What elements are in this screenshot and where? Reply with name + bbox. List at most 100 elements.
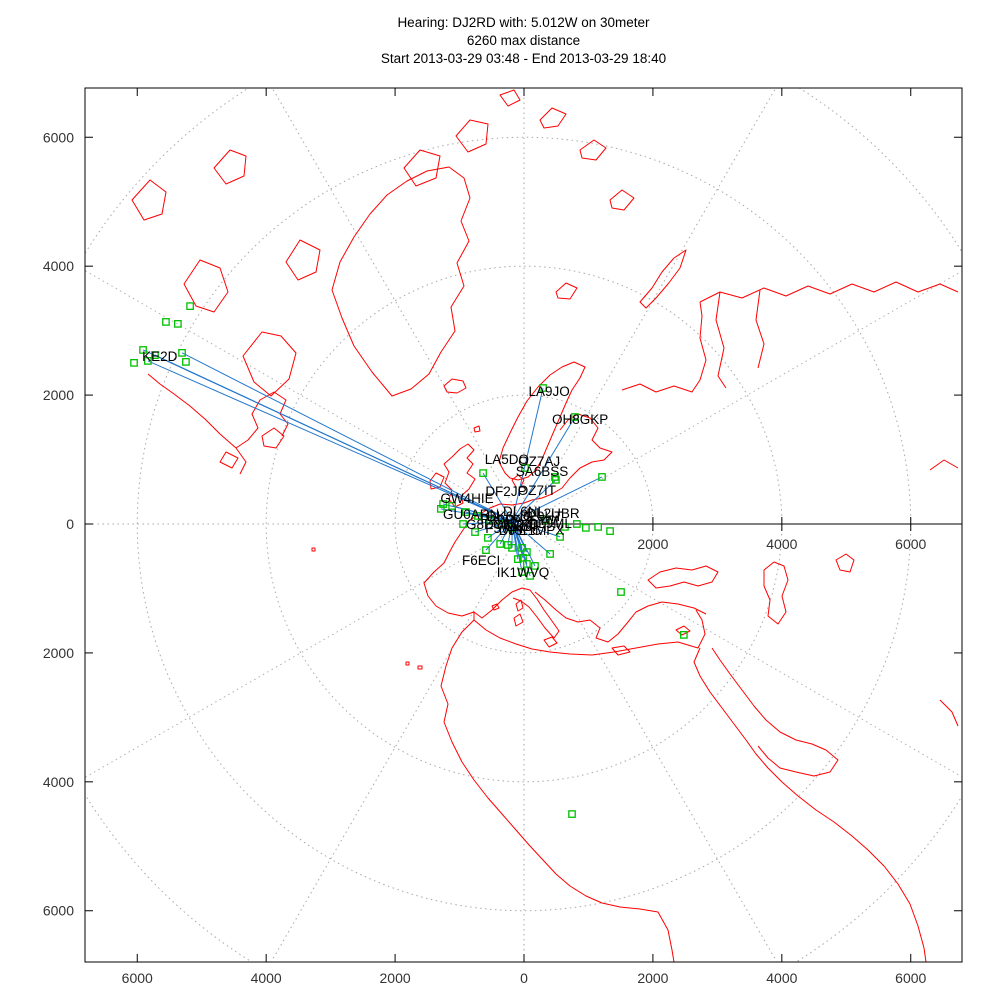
station-spot: [617, 588, 625, 596]
coastline-path: [405, 661, 410, 666]
station-spot: [182, 358, 190, 366]
station-spot: [479, 469, 487, 477]
coastline-path: [939, 699, 959, 727]
coastline-path: [261, 427, 285, 449]
station-label: PA3FYM: [506, 513, 559, 528]
station-label: OH8GKP: [552, 412, 608, 427]
station-spot: [573, 520, 581, 528]
coastline-path: [755, 289, 765, 369]
station-spot: [178, 349, 186, 357]
coastline-path: [699, 281, 959, 303]
grid-spoke: [523, 523, 962, 778]
station-spot: [439, 500, 447, 508]
station-spot: [568, 810, 576, 818]
coastline-path: [242, 331, 297, 397]
station-label: DL0HT: [520, 509, 563, 524]
coastline-path: [498, 361, 586, 481]
propagation-path: [511, 521, 523, 573]
station-spot: [139, 346, 147, 354]
station-spot: [496, 540, 505, 548]
propagation-path: [485, 520, 513, 551]
coastline-path: [131, 179, 167, 221]
station-label: KE2D: [142, 349, 178, 364]
coastline-path: [331, 166, 471, 397]
propagation-path: [511, 416, 576, 522]
station-spot: [436, 505, 445, 513]
coastline-path: [513, 613, 524, 627]
station-spot: [174, 320, 182, 328]
grid-spoke: [523, 88, 777, 525]
coastline-path: [515, 599, 524, 612]
propagation-path: [487, 520, 513, 539]
coastline-path: [534, 591, 707, 643]
station-spot: [519, 553, 527, 562]
coastline-path: [491, 603, 500, 611]
coastline-path: [929, 459, 959, 471]
coastline-path: [473, 609, 706, 656]
spots-layer: [130, 302, 688, 818]
station-spot: [523, 560, 531, 568]
axis-tick-label: 2000: [637, 970, 668, 986]
grid-spoke: [85, 269, 525, 525]
station-label: DF2JP: [485, 484, 526, 499]
station-spot: [498, 520, 506, 528]
station-spot: [582, 524, 590, 532]
propagation-path: [154, 354, 513, 522]
station-spot: [539, 384, 547, 392]
station-label: GU0ARN: [443, 507, 499, 522]
coastline-path: [675, 625, 691, 636]
coastline-path: [219, 451, 239, 469]
station-spot: [541, 516, 549, 524]
coastline-path: [693, 647, 927, 962]
station-spot: [518, 543, 526, 552]
station-spot: [561, 523, 569, 531]
station-label: DJ9PC: [499, 523, 542, 538]
axis-tick-label: 4000: [251, 970, 282, 986]
coastline-path: [443, 443, 476, 508]
inner-axis-tick-label: 4000: [766, 536, 797, 552]
coastline-path: [455, 119, 489, 153]
axis-tick-label: 6000: [43, 903, 74, 919]
coastline-path: [147, 373, 247, 475]
grid-spoke: [523, 523, 778, 962]
plot-title-line3: Start 2013-03-29 03:48 - End 2013-03-29 …: [380, 51, 667, 66]
axis-tick-label: 0: [520, 970, 528, 986]
coastline-path: [473, 425, 481, 433]
coastline-path: [539, 107, 567, 129]
coastline-path: [621, 301, 707, 393]
station-spot: [471, 528, 479, 536]
coastline-path: [611, 645, 631, 656]
axes-layer: 6000 6000 4000 4000 2000 2000 0 0 2000 2000 4000 40…: [43, 87, 963, 986]
propagation-path: [477, 515, 513, 522]
coastline-path: [403, 149, 441, 187]
coastline-path: [429, 472, 445, 490]
station-spot: [526, 572, 534, 580]
station-label: DK6UG: [487, 509, 534, 524]
station-spot: [504, 541, 512, 549]
station-label: PA0O: [480, 512, 515, 527]
propagation-path: [511, 479, 557, 522]
station-spot: [186, 302, 194, 310]
inner-axis-tick-label: 6000: [895, 536, 926, 552]
coastline-path: [311, 547, 316, 552]
station-label: ON7KB: [493, 517, 539, 532]
station-spot: [551, 473, 559, 481]
coastline-path: [543, 636, 558, 648]
axis-tick-label: 6000: [122, 970, 153, 986]
axis-tick-label: 2000: [43, 387, 74, 403]
station-label: OZ7AJ: [518, 454, 560, 469]
propagation-path: [482, 472, 513, 522]
station-spot: [546, 550, 554, 558]
coastline-path: [213, 149, 247, 185]
propagation-path: [511, 520, 551, 555]
coastline-path: [499, 89, 521, 107]
station-spot: [448, 502, 456, 510]
station-spot: [484, 534, 492, 542]
coastline-path: [555, 282, 578, 300]
station-spot: [462, 508, 470, 516]
propagation-path: [511, 387, 544, 522]
station-label: DL6NL: [503, 504, 546, 519]
axis-tick-label: 6000: [43, 129, 74, 145]
station-spot: [162, 318, 170, 326]
coastline-path: [835, 553, 855, 573]
